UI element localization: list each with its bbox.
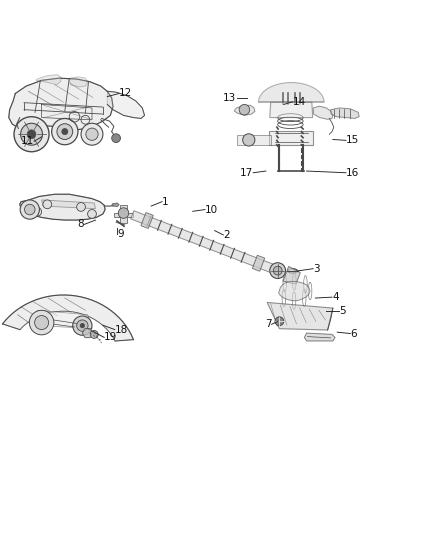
Circle shape <box>112 134 120 142</box>
Polygon shape <box>270 102 313 118</box>
Text: 4: 4 <box>332 292 339 302</box>
Circle shape <box>243 134 255 146</box>
Circle shape <box>57 124 73 140</box>
Text: 3: 3 <box>313 264 320 273</box>
Polygon shape <box>69 77 88 87</box>
Polygon shape <box>283 266 300 284</box>
Text: 11: 11 <box>21 136 34 146</box>
Circle shape <box>27 130 36 139</box>
Text: 6: 6 <box>350 328 357 338</box>
Polygon shape <box>3 295 134 341</box>
Polygon shape <box>252 255 265 271</box>
Circle shape <box>81 123 103 145</box>
Circle shape <box>80 324 85 328</box>
Text: 16: 16 <box>346 168 359 178</box>
Circle shape <box>21 123 42 145</box>
Circle shape <box>35 316 49 329</box>
Circle shape <box>29 310 54 335</box>
Text: 19: 19 <box>104 333 117 343</box>
Circle shape <box>73 316 92 335</box>
Polygon shape <box>237 135 271 145</box>
Text: 13: 13 <box>223 93 237 103</box>
Polygon shape <box>114 205 133 223</box>
Text: 8: 8 <box>78 220 84 229</box>
Polygon shape <box>141 213 153 229</box>
Text: 18: 18 <box>115 325 128 335</box>
Polygon shape <box>131 211 273 272</box>
Polygon shape <box>269 131 313 145</box>
Circle shape <box>273 266 282 275</box>
Polygon shape <box>42 200 95 209</box>
Polygon shape <box>304 333 335 341</box>
Circle shape <box>86 128 98 140</box>
Circle shape <box>270 263 286 278</box>
Polygon shape <box>37 310 92 329</box>
Polygon shape <box>36 75 61 85</box>
Text: 12: 12 <box>119 88 132 99</box>
Text: 14: 14 <box>293 97 306 107</box>
Circle shape <box>62 128 68 135</box>
Circle shape <box>239 104 250 115</box>
Text: 5: 5 <box>339 306 346 316</box>
Polygon shape <box>9 78 113 130</box>
Polygon shape <box>267 302 333 330</box>
Circle shape <box>33 207 42 216</box>
Circle shape <box>14 117 49 152</box>
Text: 1: 1 <box>162 197 169 207</box>
Polygon shape <box>20 194 105 220</box>
Polygon shape <box>112 203 119 206</box>
Polygon shape <box>331 108 359 118</box>
Text: 2: 2 <box>223 230 230 240</box>
Text: 15: 15 <box>346 135 359 146</box>
Text: 9: 9 <box>117 229 124 239</box>
Circle shape <box>77 203 85 211</box>
Polygon shape <box>313 106 333 119</box>
Polygon shape <box>82 328 93 337</box>
Circle shape <box>77 320 88 332</box>
Circle shape <box>52 118 78 145</box>
Circle shape <box>25 204 35 215</box>
Circle shape <box>88 209 96 219</box>
Text: 17: 17 <box>240 168 253 178</box>
Text: 10: 10 <box>205 205 218 215</box>
Circle shape <box>118 208 129 219</box>
Circle shape <box>90 330 98 338</box>
Circle shape <box>20 200 39 219</box>
Polygon shape <box>279 281 310 301</box>
Polygon shape <box>258 83 324 102</box>
Polygon shape <box>107 91 145 118</box>
Polygon shape <box>234 106 255 115</box>
Circle shape <box>275 317 284 326</box>
Text: 7: 7 <box>265 319 272 329</box>
Circle shape <box>43 200 52 209</box>
